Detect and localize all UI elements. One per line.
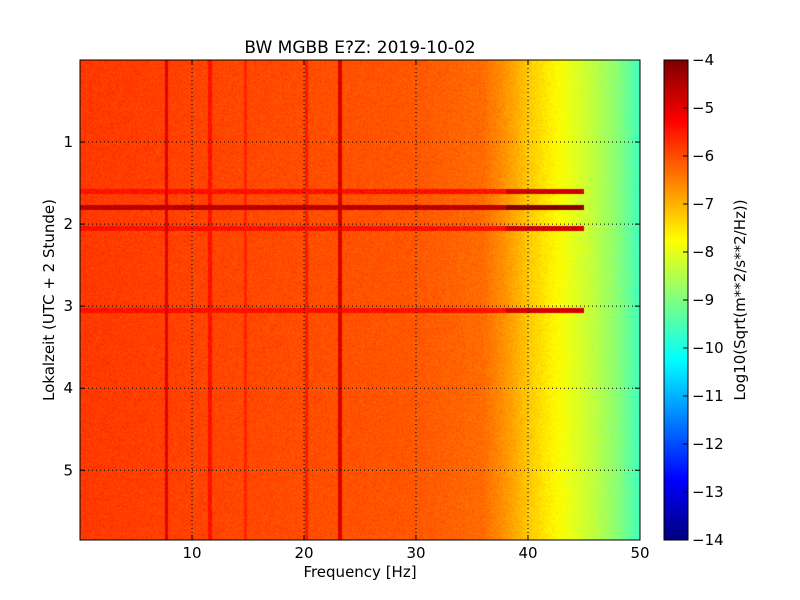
y-tick-label: 2 xyxy=(63,215,73,233)
plot-frame xyxy=(79,59,641,541)
x-tick-label: 30 xyxy=(406,544,425,562)
spectrogram-image xyxy=(80,60,640,540)
y-axis-label: Lokalzeit (UTC + 2 Stunde) xyxy=(40,199,58,401)
x-tick-label: 40 xyxy=(518,544,537,562)
grid-lines xyxy=(80,60,640,540)
x-axis-label: Frequency [Hz] xyxy=(303,563,416,581)
colorbar-tick-label: −7 xyxy=(692,195,714,213)
colorbar-tick-label: −5 xyxy=(692,99,714,117)
y-tick-label: 4 xyxy=(63,379,73,397)
colorbar-ticks: −4 −5 −6 −7 −8 −9 −10 −11 −12 −13 −14 xyxy=(683,51,724,549)
y-axis-ticks: 1 2 3 4 5 xyxy=(63,133,640,479)
y-tick-label: 5 xyxy=(63,461,73,479)
x-axis-ticks: 10 20 30 40 50 xyxy=(182,60,650,562)
y-tick-label: 1 xyxy=(63,133,73,151)
colorbar-tick-label: −13 xyxy=(692,483,724,501)
chart-title: BW MGBB E?Z: 2019-10-02 xyxy=(244,38,475,58)
colorbar-tick-label: −14 xyxy=(692,531,724,549)
colorbar-tick-label: −11 xyxy=(692,387,724,405)
colorbar-tick-label: −9 xyxy=(692,291,714,309)
colorbar-tick-label: −8 xyxy=(692,243,714,261)
colorbar-tick-label: −10 xyxy=(692,339,724,357)
x-tick-label: 20 xyxy=(294,544,313,562)
y-tick-label: 3 xyxy=(63,297,73,315)
colorbar: −4 −5 −6 −7 −8 −9 −10 −11 −12 −13 −14 Log10(Sqrt(m… xyxy=(663,51,749,549)
colorbar-tick-label: −6 xyxy=(692,147,714,165)
colorbar-tick-label: −12 xyxy=(692,435,724,453)
spectrogram-plot: 10 20 30 40 50 1 2 3 4 5 xyxy=(63,59,650,562)
x-tick-label: 10 xyxy=(182,544,201,562)
colorbar-label: Log10(Sqrt(m**2/s**2/Hz)) xyxy=(731,199,749,400)
x-tick-label: 50 xyxy=(630,544,649,562)
colorbar-tick-label: −4 xyxy=(692,51,714,69)
